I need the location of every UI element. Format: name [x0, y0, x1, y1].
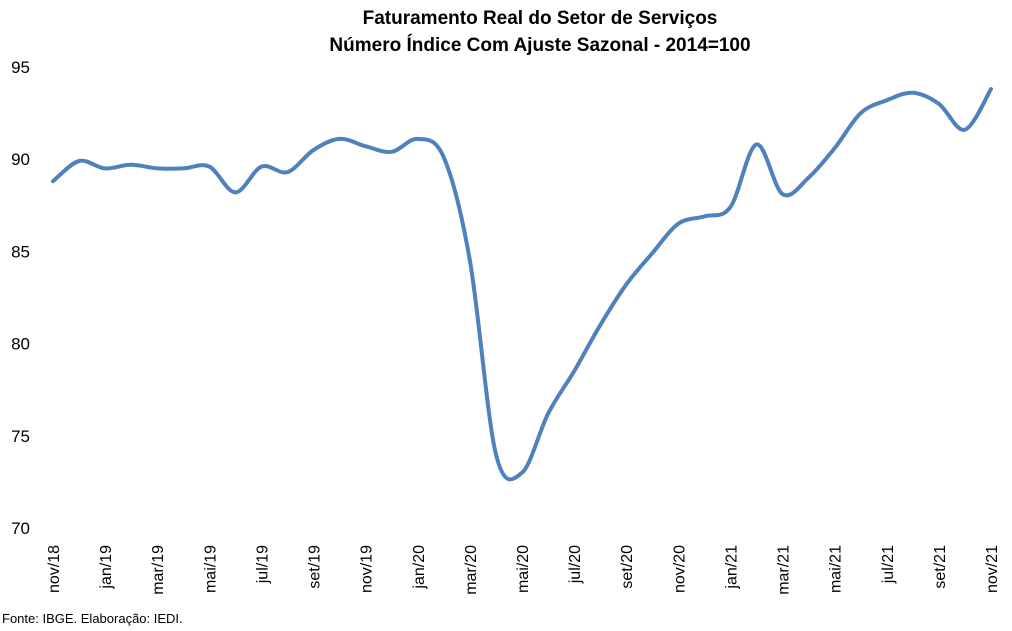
chart-title: Faturamento Real do Setor de Serviços — [362, 8, 718, 29]
x-axis-ticks: nov/18 jan/19 mar/19 mai/19 jul/19 set/19 nov/… — [46, 545, 1001, 595]
x-tick-label: jul/20 — [567, 545, 584, 584]
x-tick-label: set/20 — [619, 545, 636, 589]
data-point — [650, 251, 654, 255]
x-tick-label: mar/19 — [150, 545, 167, 595]
x-tick-label: nov/18 — [46, 545, 63, 593]
data-point — [859, 111, 863, 115]
data-point — [807, 176, 811, 180]
data-point — [755, 142, 759, 146]
data-point — [494, 452, 498, 456]
y-tick-label: 95 — [11, 58, 30, 77]
data-point — [937, 102, 941, 106]
y-tick-label: 70 — [11, 519, 30, 538]
x-tick-label: set/21 — [932, 545, 949, 589]
x-tick-label: mar/21 — [776, 545, 793, 595]
data-point — [624, 283, 628, 287]
x-tick-label: set/19 — [307, 545, 324, 589]
data-point — [129, 163, 133, 167]
data-point — [181, 166, 185, 170]
x-tick-label: nov/21 — [984, 545, 1001, 593]
data-point — [911, 91, 915, 95]
series-line — [51, 87, 993, 482]
x-tick-label: jul/19 — [254, 545, 271, 584]
y-tick-label: 85 — [11, 242, 30, 261]
data-point — [286, 170, 290, 174]
y-tick-label: 75 — [11, 427, 30, 446]
chart-subtitle: Número Índice Com Ajuste Sazonal - 2014=… — [329, 35, 751, 56]
x-tick-label: jul/21 — [880, 545, 897, 584]
data-point — [390, 150, 394, 154]
data-point — [676, 222, 680, 226]
data-point — [233, 190, 237, 194]
y-tick-label: 90 — [11, 150, 30, 169]
data-point — [833, 146, 837, 150]
x-tick-label: jan/20 — [411, 545, 428, 590]
data-point — [781, 192, 785, 196]
data-point — [155, 166, 159, 170]
data-point — [338, 137, 342, 141]
x-tick-label: mar/20 — [463, 545, 480, 595]
x-tick-label: nov/20 — [671, 545, 688, 593]
data-point — [468, 259, 472, 263]
data-point — [416, 137, 420, 141]
series-points — [51, 87, 993, 475]
x-tick-label: jan/21 — [723, 545, 740, 590]
data-point — [520, 471, 524, 475]
data-point — [77, 159, 81, 163]
data-point — [572, 369, 576, 373]
data-point — [598, 323, 602, 327]
data-point — [312, 148, 316, 152]
series-lines — [51, 87, 993, 482]
data-point — [207, 165, 211, 169]
x-tick-label: jan/19 — [98, 545, 115, 590]
data-point — [103, 166, 107, 170]
x-tick-label: mai/21 — [828, 545, 845, 593]
data-point — [728, 205, 732, 209]
data-point — [546, 412, 550, 416]
source-note: Fonte: IBGE. Elaboração: IEDI. — [2, 611, 183, 626]
data-point — [442, 155, 446, 159]
x-tick-label: nov/19 — [359, 545, 376, 593]
data-point — [885, 98, 889, 102]
x-tick-label: mai/19 — [202, 545, 219, 593]
data-point — [989, 87, 993, 91]
data-point — [702, 214, 706, 218]
data-point — [259, 165, 263, 169]
x-tick-label: mai/20 — [515, 545, 532, 593]
data-point — [364, 144, 368, 148]
y-axis-ticks: 70 75 80 85 90 95 — [11, 58, 30, 538]
data-point — [51, 179, 55, 183]
data-point — [963, 128, 967, 132]
y-tick-label: 80 — [11, 335, 30, 354]
